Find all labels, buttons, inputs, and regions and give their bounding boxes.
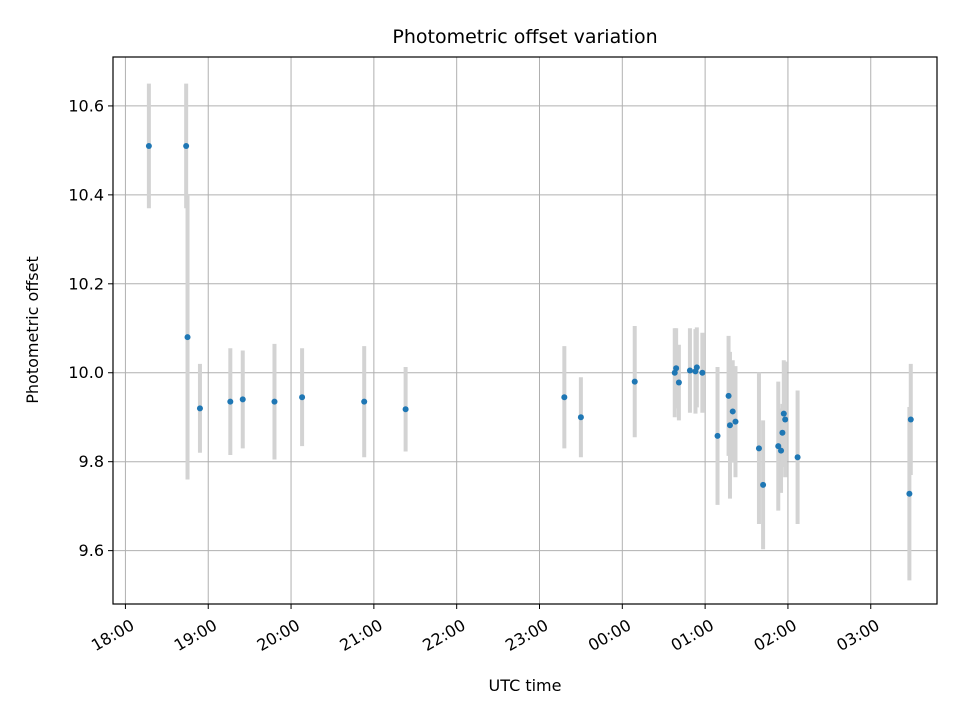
data-point: [755, 445, 762, 452]
data-point: [196, 405, 203, 412]
chart-title: Photometric offset variation: [392, 26, 657, 48]
y-tick-label: 9.8: [79, 452, 104, 471]
data-point: [239, 396, 246, 403]
data-point: [631, 378, 638, 385]
data-point: [686, 367, 693, 374]
data-point: [675, 379, 682, 386]
data-point: [794, 454, 801, 461]
data-point: [779, 429, 786, 436]
y-tick-label: 10.2: [68, 274, 104, 293]
x-axis-label: UTC time: [489, 676, 562, 695]
data-point: [729, 408, 736, 415]
data-point: [402, 406, 409, 413]
data-point: [725, 392, 732, 399]
data-point: [271, 398, 278, 405]
data-point: [778, 447, 785, 454]
data-point: [714, 432, 721, 439]
data-point: [577, 414, 584, 421]
data-point: [693, 364, 700, 371]
y-tick-label: 10.0: [68, 363, 104, 382]
data-point: [732, 418, 739, 425]
data-point: [699, 369, 706, 376]
data-point: [906, 490, 913, 497]
data-point: [184, 334, 191, 341]
data-point: [361, 398, 368, 405]
data-point: [673, 365, 680, 372]
data-point: [299, 394, 306, 401]
data-point: [183, 142, 190, 149]
plot-frame: [112, 56, 938, 605]
y-tick-label: 9.6: [79, 541, 104, 560]
y-axis-label: Photometric offset: [23, 256, 42, 404]
data-point: [227, 398, 234, 405]
data-point: [780, 410, 787, 417]
data-point: [726, 422, 733, 429]
data-point: [760, 481, 767, 488]
data-point: [145, 142, 152, 149]
data-point: [561, 394, 568, 401]
data-points: [145, 142, 914, 497]
grid-lines: [113, 57, 937, 604]
data-point: [782, 416, 789, 423]
data-point: [775, 443, 782, 450]
y-tick-label: 10.4: [68, 185, 104, 204]
data-point: [907, 416, 914, 423]
y-tick-label: 10.6: [68, 96, 104, 115]
